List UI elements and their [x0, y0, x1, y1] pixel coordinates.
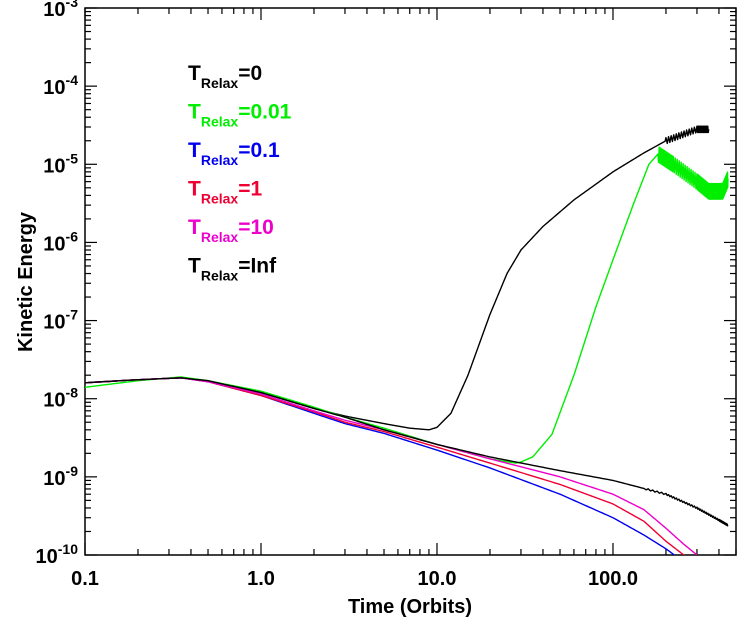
x-tick-label: 100.0: [588, 568, 638, 590]
series-line-4: [85, 377, 698, 555]
legend-entry-4: TRelax=10: [188, 216, 274, 245]
x-axis-title: Time (Orbits): [348, 596, 472, 618]
plot-frame: [84, 7, 737, 556]
axes: 0.1 1.0 10.0 100.0 10-10 10-9 10-8 10-7 10-6 10-5…: [36, 0, 737, 590]
y-tick-label: 10-8: [43, 385, 78, 412]
y-tick-label: 10-10: [36, 541, 79, 568]
y-tick-label: 10-7: [43, 307, 78, 334]
legend-entry-1: TRelax=0.01: [188, 101, 292, 130]
series-line-1: [85, 146, 729, 464]
series-line-0: [85, 125, 710, 431]
y-tick-label: 10-3: [43, 0, 78, 21]
x-tick-label: 0.1: [71, 568, 99, 590]
y-tick-label: 10-4: [43, 72, 78, 99]
legend-entry-2: TRelax=0.1: [188, 139, 280, 168]
x-tick-label: 10.0: [418, 568, 457, 590]
y-tick-label: 10-5: [43, 150, 78, 177]
legend-entry-0: TRelax=0: [188, 62, 262, 91]
legend-entry-3: TRelax=1: [188, 178, 262, 207]
series-line-3: [85, 377, 685, 555]
series-line-2: [85, 377, 676, 555]
x-tick-label: 1.0: [247, 568, 275, 590]
legend: TRelax=0 TRelax=0.01 TRelax=0.1 TRelax=1 TRe…: [188, 62, 292, 284]
y-tick-label: 10-9: [43, 463, 78, 490]
y-axis-title: Kinetic Energy: [15, 211, 37, 352]
y-tick-label: 10-6: [43, 228, 78, 255]
series-line-5: [85, 377, 729, 527]
legend-entry-5: TRelax=Inf: [188, 255, 277, 284]
series-layer: [85, 125, 729, 555]
